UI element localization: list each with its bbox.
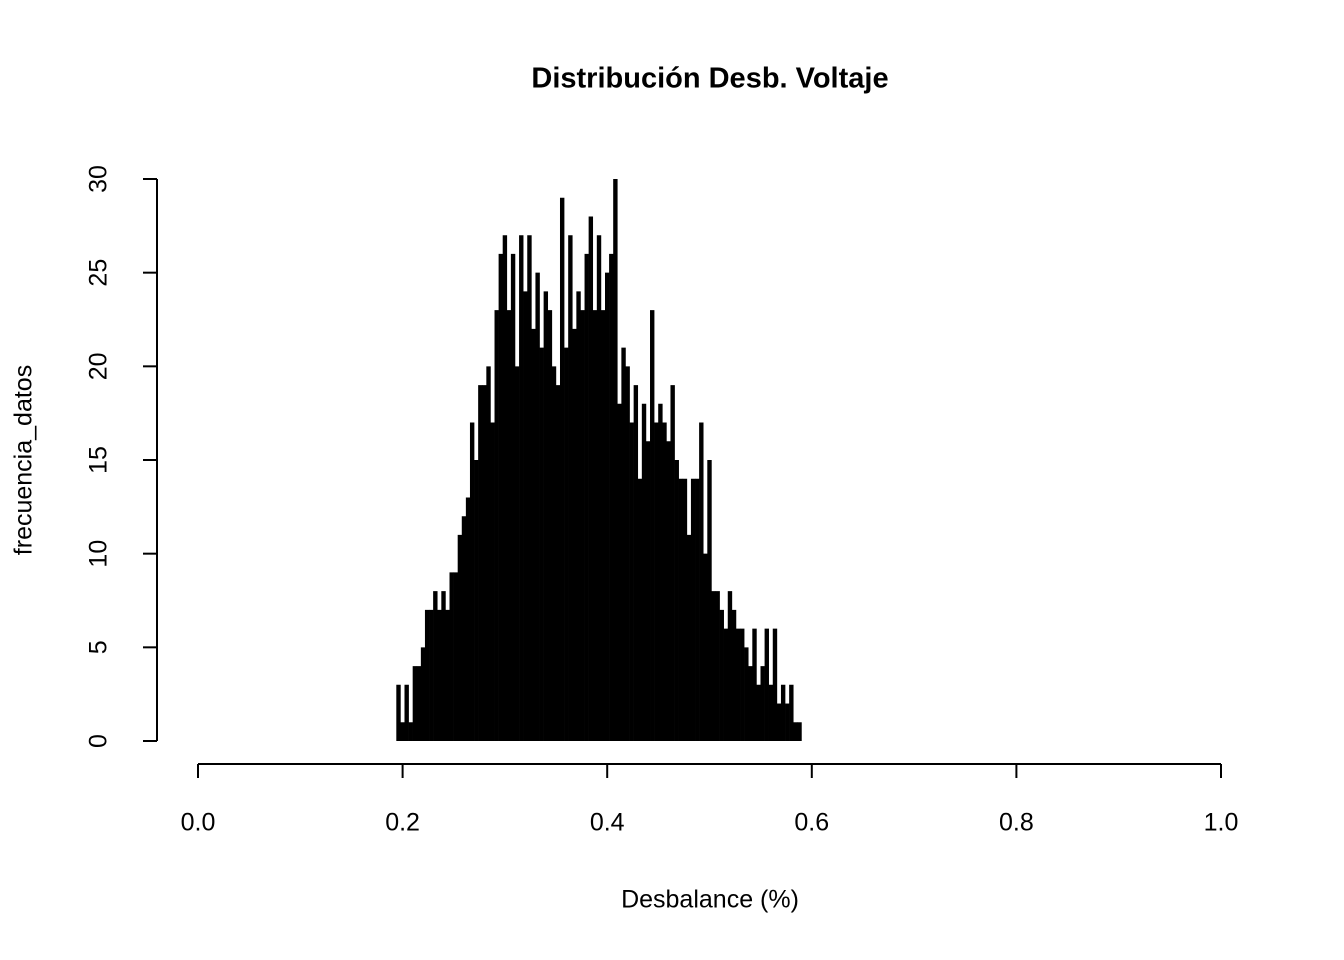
x-axis-label: Desbalance (%) [621,886,799,914]
y-tick-label: 25 [85,259,113,287]
y-axis-label: frecuencia_datos [10,365,38,555]
x-tick-label: 0.2 [385,809,420,837]
y-tick-label: 20 [85,352,113,380]
x-tick-label: 0.0 [181,809,216,837]
y-tick-label: 5 [85,640,113,654]
x-tick-label: 0.8 [999,809,1034,837]
y-tick-label: 15 [85,446,113,474]
y-tick-label: 10 [85,540,113,568]
x-tick-label: 0.4 [590,809,625,837]
y-tick-label: 30 [85,165,113,193]
y-tick-label: 0 [85,734,113,748]
chart-title: Distribución Desb. Voltaje [531,63,888,95]
x-tick-label: 0.6 [794,809,829,837]
x-tick-label: 1.0 [1204,809,1239,837]
